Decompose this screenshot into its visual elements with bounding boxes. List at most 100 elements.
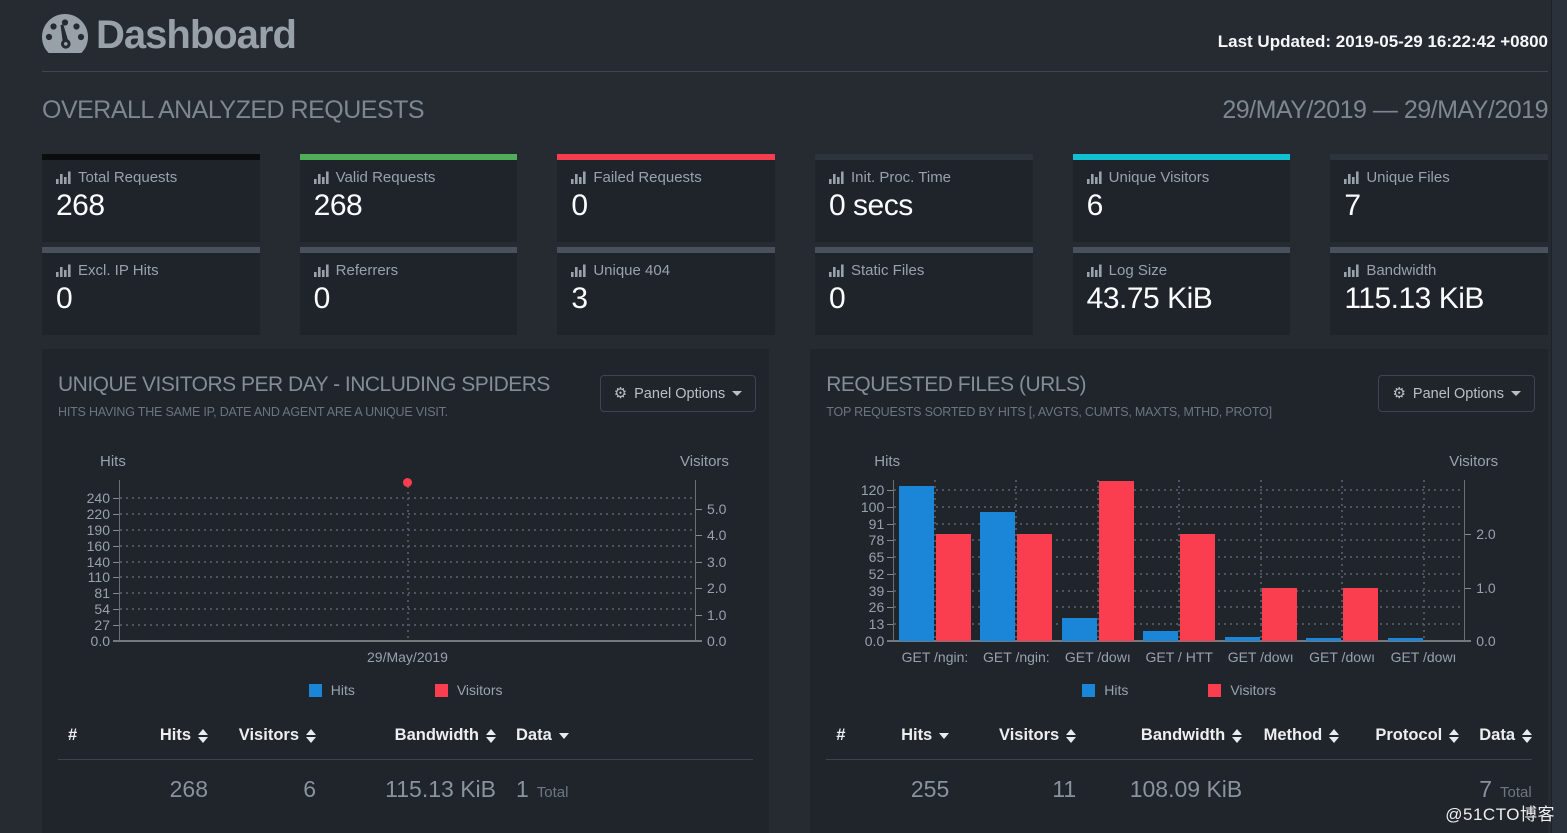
stat-card-label-text: Failed Requests: [593, 169, 702, 186]
column-header-data[interactable]: Data: [1459, 718, 1532, 759]
stat-card-value: 43.75 KiB: [1086, 282, 1213, 315]
x-axis-label: GET /ngin:: [901, 649, 969, 665]
stat-card-body: Unique Files 7: [1330, 160, 1548, 223]
column-label: Visitors: [238, 726, 299, 744]
stat-card: Unique Visitors 6: [1072, 154, 1291, 242]
gridline: [1015, 480, 1018, 641]
y-axis-tick: 120: [860, 482, 885, 498]
panels-row: UNIQUE VISITORS PER DAY - INCLUDING SPID…: [42, 349, 1548, 833]
visitors-bar[interactable]: [1180, 534, 1216, 641]
tick-mark: [113, 513, 120, 515]
y-axis-tick: 2.0: [707, 580, 727, 597]
column-header-num[interactable]: #: [58, 718, 110, 759]
tick-mark: [1464, 587, 1472, 589]
gridline: [1259, 480, 1262, 641]
stat-card-body: Bandwidth 115.13 KiB: [1330, 253, 1548, 316]
hits-bar[interactable]: [1143, 630, 1179, 641]
panel-options-button[interactable]: ⚙ Panel Options: [1378, 375, 1535, 412]
tick-mark: [887, 540, 895, 542]
tick-mark: [113, 593, 120, 595]
total-label: Total: [1500, 784, 1532, 801]
legend-label: Visitors: [1230, 682, 1276, 698]
tick-mark: [887, 490, 895, 491]
right-axis-label: Visitors: [680, 453, 729, 470]
x-axis-label: GET /dowı: [1227, 649, 1294, 665]
column-header-bandwidth[interactable]: Bandwidth: [316, 718, 496, 759]
scrollbar[interactable]: [1551, 0, 1567, 833]
chart-legend: Hits Visitors: [810, 680, 1548, 700]
y-axis-tick: 1.0: [1476, 579, 1496, 596]
total-count: 1: [516, 776, 529, 802]
stat-card-label: Total Requests: [56, 169, 246, 186]
sort-icon: [1522, 728, 1532, 743]
right-axis-label: Visitors: [1449, 453, 1499, 470]
column-header-method[interactable]: Method: [1242, 718, 1340, 759]
stat-card-accent: [1330, 247, 1548, 253]
page-title: Dashboard: [96, 13, 297, 57]
stat-card-label: Init. Proc. Time: [829, 169, 1019, 186]
cell-hits: 255: [910, 776, 950, 802]
stat-card-body: Unique Visitors 6: [1073, 160, 1291, 223]
y-axis-tick: 100: [860, 498, 885, 515]
column-header-hits[interactable]: Hits: [876, 718, 950, 759]
legend-label: Hits: [1104, 682, 1129, 698]
y-axis-tick: 140: [86, 553, 110, 570]
hits-bar[interactable]: [898, 485, 934, 641]
column-header-bandwidth[interactable]: Bandwidth: [1076, 718, 1243, 759]
column-header-hits[interactable]: Hits: [110, 718, 208, 759]
stat-card-label: Excl. IP Hits: [56, 262, 246, 279]
column-header-num[interactable]: #: [826, 718, 876, 759]
bar-chart-icon: [1086, 171, 1102, 184]
stat-card-label-text: Bandwidth: [1366, 262, 1437, 279]
column-label: Method: [1263, 726, 1323, 744]
panel-options-button[interactable]: ⚙ Panel Options: [599, 375, 757, 412]
stat-card-accent: [557, 154, 775, 160]
hits-bar[interactable]: [1306, 638, 1342, 641]
stat-card-body: Unique 404 3: [557, 253, 775, 316]
visitors-bar[interactable]: [935, 534, 971, 641]
column-header-data[interactable]: Data: [496, 718, 753, 759]
panel-requested-files: REQUESTED FILES (URLS) TOP REQUESTS SORT…: [810, 349, 1548, 833]
y-axis-tick: 110: [87, 569, 110, 586]
visitors-bar[interactable]: [1261, 587, 1297, 641]
hits-bar[interactable]: [1224, 637, 1260, 641]
chart-plot: 120 100 91 78 65 52 39 26 13 0.0 2.0 1.0 0.0 GET /ngi…: [861, 480, 1496, 665]
hits-bar[interactable]: [1061, 617, 1097, 641]
stat-card-label-text: Init. Proc. Time: [851, 169, 952, 186]
sort-icon: [1449, 728, 1460, 743]
tick-mark: [695, 588, 702, 590]
column-label: #: [836, 726, 846, 744]
stat-card-value: 0 secs: [829, 189, 913, 222]
dashboard-gauge-icon: [42, 13, 88, 58]
y-axis-tick: 5.0: [707, 501, 727, 517]
bar-chart-icon: [56, 264, 71, 277]
y-axis-tick: 0.0: [864, 633, 885, 649]
tick-mark: [695, 614, 702, 616]
y-axis-tick: 91: [868, 515, 885, 532]
watermark: @51CTO博客: [1445, 805, 1555, 824]
visitors-bar[interactable]: [1017, 534, 1053, 641]
column-header-protocol[interactable]: Protocol: [1339, 718, 1460, 759]
tick-mark: [887, 607, 895, 609]
visitors-bar[interactable]: [1098, 480, 1134, 641]
tick-mark: [113, 545, 120, 547]
column-label: Visitors: [999, 726, 1060, 744]
bar-chart-icon: [1344, 264, 1359, 277]
column-header-visitors[interactable]: Visitors: [208, 718, 316, 759]
y-axis-tick: 190: [86, 521, 110, 538]
overview-title: OVERALL ANALYZED REQUESTS: [42, 96, 425, 124]
tick-mark: [695, 509, 702, 510]
tick-mark: [695, 535, 702, 537]
hits-bar[interactable]: [1387, 638, 1423, 641]
stat-card-accent: [42, 247, 260, 253]
gridline: [1422, 480, 1425, 641]
visitors-data-point[interactable]: [403, 478, 412, 488]
tick-mark: [113, 498, 120, 499]
summary-cards: Total Requests 268 Valid Requests 268 Failed…: [42, 154, 1548, 335]
hits-bar[interactable]: [980, 512, 1016, 641]
visitors-bar[interactable]: [1343, 587, 1379, 641]
caret-down-icon: [732, 391, 743, 396]
stat-card-accent: [1072, 247, 1291, 253]
column-header-visitors[interactable]: Visitors: [949, 718, 1077, 759]
total-label: Total: [536, 784, 569, 801]
